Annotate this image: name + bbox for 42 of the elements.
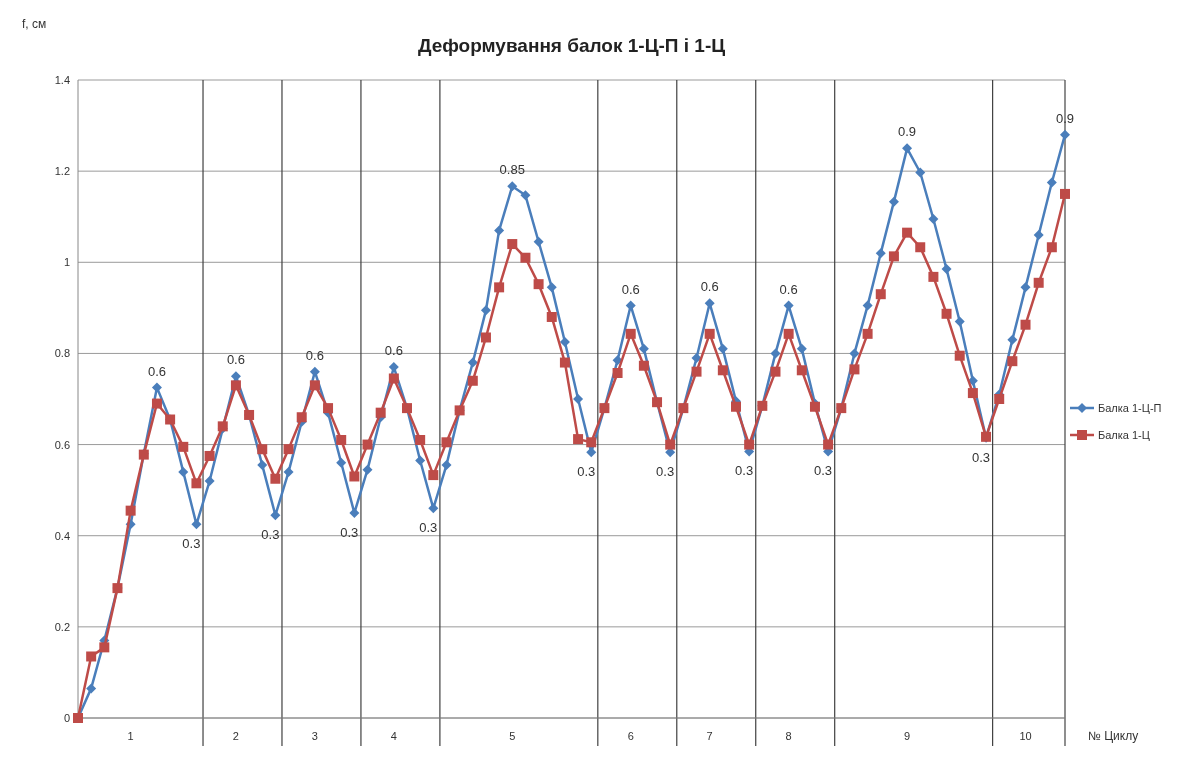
y-tick-label: 0.8 [54,347,70,360]
annotation: 0.3 [735,463,754,479]
x-tick-label: 1 [127,730,134,742]
x-tick-label: 3 [311,730,318,742]
annotation: 0.9 [1055,110,1075,126]
annotation: 0.6 [700,279,719,295]
annotation: 0.3 [261,527,280,543]
x-tick-label: 9 [904,730,911,742]
annotation: 0.9 [898,124,917,140]
x-tick-label: 6 [627,730,634,742]
annotation: 0.6 [779,281,798,297]
x-axis-title: № Циклу [1088,729,1139,743]
annotation: 0.3 [577,464,596,480]
x-tick-label: 8 [785,730,792,742]
x-tick-label: 5 [509,730,516,742]
annotation: 0.6 [147,363,166,379]
annotation: 0.3 [814,463,833,479]
legend-label: Балка 1-Ц-П [1098,402,1162,414]
y-tick-label: 0.2 [54,620,70,633]
y-axis-title: f, см [22,17,47,31]
x-tick-label: 2 [232,730,239,742]
y-tick-label: 0 [63,712,70,724]
x-tick-label: 7 [706,730,713,742]
annotation: 0.6 [621,281,640,297]
annotation: 0.3 [419,520,438,536]
annotation: 0.6 [384,343,403,359]
annotation: 0.3 [971,449,991,465]
x-tick-label: 10 [1019,730,1032,742]
annotation: 0.85 [499,162,525,178]
annotation: 0.3 [656,464,675,480]
chart-title: Деформування балок 1-Ц-П і 1-Ц [417,35,726,56]
legend-label: Балка 1-Ц [1098,429,1150,441]
annotation: 0.3 [340,524,359,540]
y-tick-label: 0.6 [54,438,70,451]
y-tick-label: 1.4 [54,74,70,86]
annotation: 0.6 [305,347,324,363]
y-tick-label: 1.2 [54,165,70,178]
y-tick-label: 1 [63,256,70,269]
y-tick-label: 0.4 [54,529,70,542]
annotation: 0.6 [226,352,245,368]
x-tick-label: 4 [390,730,397,742]
annotation: 0.3 [182,536,201,552]
